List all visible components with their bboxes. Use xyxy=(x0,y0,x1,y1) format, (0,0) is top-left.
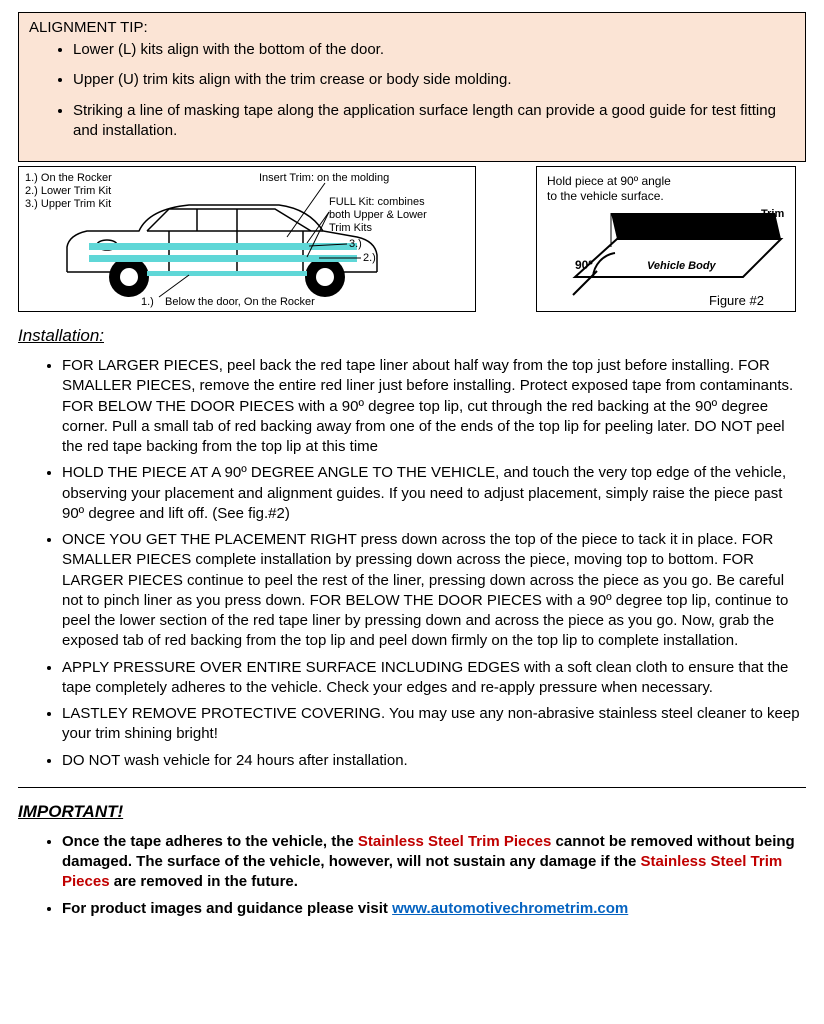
fig1-full3: Trim Kits xyxy=(329,222,372,234)
fig1-legend-1: 1.) On the Rocker xyxy=(25,172,112,184)
divider xyxy=(18,787,806,788)
text: Once the tape adheres to the vehicle, th… xyxy=(62,833,358,850)
installation-title: Installation: xyxy=(18,326,806,346)
important-title: IMPORTANT! xyxy=(18,802,806,822)
fig2-l1: Hold piece at 90º angle xyxy=(547,174,671,188)
figure-car: 1.) On the Rocker 2.) Lower Trim Kit 3.)… xyxy=(18,166,476,312)
red-text: Stainless Steel Trim Pieces xyxy=(358,833,551,850)
figure-angle: Hold piece at 90º angle to the vehicle s… xyxy=(536,166,796,312)
trim-stripe-lower xyxy=(89,255,357,262)
install-item: LASTLEY REMOVE PROTECTIVE COVERING. You … xyxy=(62,704,806,745)
figures-row: 1.) On the Rocker 2.) Lower Trim Kit 3.)… xyxy=(18,166,806,312)
text: For product images and guidance please v… xyxy=(62,900,392,917)
text: are removed in the future. xyxy=(110,873,298,890)
tip-list: Lower (L) kits align with the bottom of … xyxy=(29,40,795,141)
fig2-trim: Trim xyxy=(761,208,784,220)
tip-item: Upper (U) trim kits align with the trim … xyxy=(73,70,795,90)
fig2-angle: 90º xyxy=(575,258,593,272)
fig1-legend-3: 3.) Upper Trim Kit xyxy=(25,198,111,210)
tip-item: Lower (L) kits align with the bottom of … xyxy=(73,40,795,60)
install-item: DO NOT wash vehicle for 24 hours after i… xyxy=(62,751,806,771)
fig1-c2: 2.) xyxy=(363,252,376,264)
important-list: Once the tape adheres to the vehicle, th… xyxy=(18,832,806,919)
fig2-vb: Vehicle Body xyxy=(647,260,717,272)
fig1-full2: both Upper & Lower xyxy=(329,209,427,221)
fig2-caption: Figure #2 xyxy=(709,293,764,308)
fig1-c3: 3.) xyxy=(349,238,362,250)
install-item: FOR LARGER PIECES, peel back the red tap… xyxy=(62,356,806,457)
tip-title: ALIGNMENT TIP: xyxy=(29,19,795,36)
important-item: Once the tape adheres to the vehicle, th… xyxy=(62,832,806,893)
fig1-below: Below the door, On the Rocker xyxy=(165,296,315,308)
fig2-l2: to the vehicle surface. xyxy=(547,189,664,203)
fig1-c1: 1.) xyxy=(141,296,154,308)
important-item: For product images and guidance please v… xyxy=(62,899,806,919)
guidance-link[interactable]: www.automotivechrometrim.com xyxy=(392,900,628,917)
tip-item: Striking a line of masking tape along th… xyxy=(73,101,795,142)
trim-stripe-rocker xyxy=(147,271,307,276)
fig1-full1: FULL Kit: combines xyxy=(329,196,425,208)
trim-stripe-upper xyxy=(89,243,357,250)
install-item: APPLY PRESSURE OVER ENTIRE SURFACE INCLU… xyxy=(62,658,806,699)
install-item: HOLD THE PIECE AT A 90º DEGREE ANGLE TO … xyxy=(62,463,806,524)
installation-list: FOR LARGER PIECES, peel back the red tap… xyxy=(18,356,806,771)
install-item: ONCE YOU GET THE PLACEMENT RIGHT press d… xyxy=(62,530,806,652)
fig1-insert: Insert Trim: on the molding xyxy=(259,172,389,184)
alignment-tip-box: ALIGNMENT TIP: Lower (L) kits align with… xyxy=(18,12,806,162)
fig1-legend-2: 2.) Lower Trim Kit xyxy=(25,185,111,197)
